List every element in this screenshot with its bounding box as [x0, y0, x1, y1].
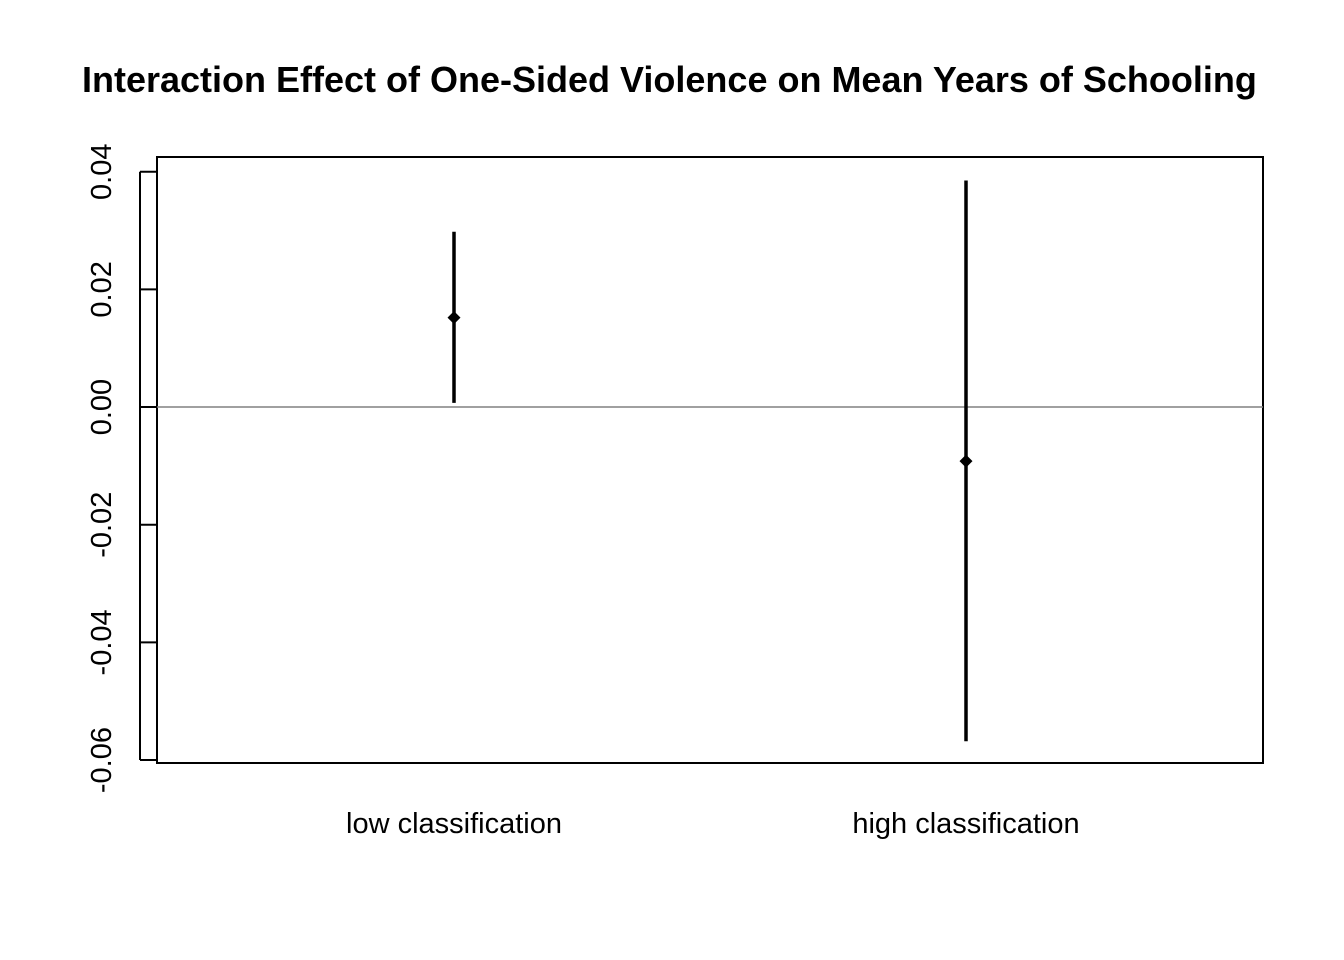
- x-axis: low classification high classification: [346, 808, 1080, 840]
- y-tick-label: -0.04: [86, 609, 118, 675]
- y-tick-label: -0.02: [86, 492, 118, 558]
- x-tick-label: high classification: [852, 808, 1079, 840]
- point-estimate-marker: [959, 454, 973, 468]
- y-axis: -0.06 -0.04 -0.02 0.00 0.02 0.04: [86, 143, 157, 793]
- point-estimate-marker: [447, 311, 461, 325]
- y-tick-label: 0.02: [86, 261, 118, 317]
- plot-frame: [156, 156, 1264, 764]
- x-tick-label: low classification: [346, 808, 562, 840]
- y-tick-label: 0.04: [86, 143, 118, 199]
- y-tick-label: -0.06: [86, 727, 118, 793]
- error-bars: [447, 180, 973, 742]
- y-tick-label: 0.00: [86, 379, 118, 435]
- chart-title: Interaction Effect of One-Sided Violence…: [82, 59, 1257, 100]
